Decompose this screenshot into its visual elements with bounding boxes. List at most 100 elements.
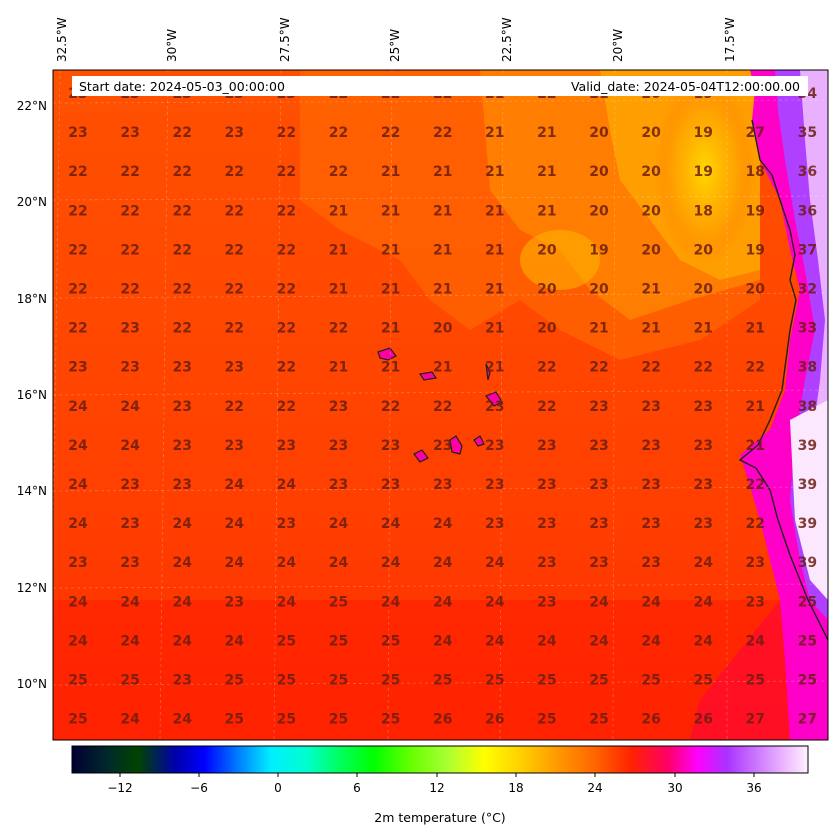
- grid-value: 23: [589, 399, 608, 415]
- grid-value: 21: [381, 282, 400, 298]
- grid-value: 23: [172, 438, 191, 454]
- grid-value: 20: [641, 164, 661, 180]
- grid-value: 24: [485, 555, 505, 571]
- grid-value: 25: [537, 673, 556, 689]
- grid-value: 21: [537, 203, 556, 219]
- grid-value: 24: [277, 477, 297, 493]
- grid-value: 22: [277, 125, 296, 141]
- grid-value: 24: [537, 633, 557, 649]
- lon-label: 27.5°W: [278, 17, 292, 62]
- grid-value: 25: [329, 673, 348, 689]
- lon-label: 30°W: [165, 29, 179, 62]
- grid-value: 22: [381, 399, 400, 415]
- cape-verde-islands: [377, 347, 503, 463]
- colorbar-label: 2m temperature (°C): [374, 810, 505, 825]
- longitude-labels: 32.5°W 30°W 27.5°W 25°W 22.5°W 20°W 17.5…: [55, 17, 737, 62]
- grid-value: 23: [329, 399, 348, 415]
- grid-value: 23: [120, 516, 139, 532]
- grid-value: 24: [172, 633, 192, 649]
- grid-value: 22: [277, 321, 296, 337]
- grid-value: 23: [485, 399, 504, 415]
- grid-value: 20: [589, 164, 609, 180]
- grid-value: 21: [329, 242, 348, 258]
- grid-value: 24: [641, 594, 661, 610]
- grid-value: 20: [641, 203, 661, 219]
- grid-value: 25: [798, 673, 817, 689]
- grid-value: 19: [746, 242, 765, 258]
- lat-label: 20°N: [17, 195, 47, 209]
- grid-value: 25: [68, 673, 87, 689]
- grid-value: 21: [329, 282, 348, 298]
- grid-value: 23: [172, 360, 191, 376]
- grid-value: 22: [225, 203, 244, 219]
- grid-value: 22: [172, 125, 191, 141]
- grid-value: 24: [485, 594, 505, 610]
- grid-value: 20: [746, 282, 766, 298]
- grid-value: 23: [746, 594, 765, 610]
- grid-value: 23: [120, 477, 139, 493]
- grid-value: 23: [120, 555, 139, 571]
- grid-value: 22: [433, 399, 452, 415]
- grid-value: 25: [381, 673, 400, 689]
- grid-value: 21: [693, 321, 712, 337]
- grid-value: 39: [798, 438, 817, 454]
- grid-value: 24: [381, 555, 401, 571]
- grid-value: 23: [641, 477, 660, 493]
- grid-value: 20: [641, 242, 661, 258]
- grid-value: 23: [172, 673, 191, 689]
- grid-value: 22: [172, 242, 191, 258]
- map-frame: [52, 69, 829, 741]
- grid-value: 21: [433, 242, 452, 258]
- grid-value: 24: [68, 438, 88, 454]
- grid-value: 22: [68, 203, 87, 219]
- grid-value: 18: [693, 203, 712, 219]
- grid-value: 26: [641, 712, 660, 728]
- grid-value: 22: [68, 321, 87, 337]
- grid-value: 21: [537, 125, 556, 141]
- grid-value: 21: [485, 360, 504, 376]
- grid-value: 24: [68, 477, 88, 493]
- grid-value: 22: [68, 242, 87, 258]
- grid-value: 22: [225, 282, 244, 298]
- grid-value: 24: [120, 594, 140, 610]
- lon-label: 25°W: [388, 29, 402, 62]
- grid-value: 23: [172, 399, 191, 415]
- grid-value: 23: [381, 477, 400, 493]
- grid-value: 21: [485, 203, 504, 219]
- grid-value: 21: [485, 164, 504, 180]
- grid-value: 24: [589, 633, 609, 649]
- grid-value: 23: [120, 321, 139, 337]
- grid-value: 24: [172, 594, 192, 610]
- grid-value: 23: [641, 516, 660, 532]
- grid-value: 22: [120, 242, 139, 258]
- grid-value: 26: [433, 712, 452, 728]
- graticule: [53, 70, 828, 740]
- grid-value: 23: [485, 438, 504, 454]
- grid-value: 24: [120, 399, 140, 415]
- grid-value: 24: [433, 555, 453, 571]
- grid-value: 23: [225, 438, 244, 454]
- grid-value: 21: [641, 282, 660, 298]
- grid-value: 20: [589, 125, 609, 141]
- grid-value: 21: [485, 282, 504, 298]
- lat-label: 18°N: [17, 292, 47, 306]
- grid-value: 23: [225, 594, 244, 610]
- grid-value: 22: [537, 360, 556, 376]
- grid-value: 24: [172, 516, 192, 532]
- grid-value: 22: [120, 282, 139, 298]
- grid-value: 20: [693, 282, 713, 298]
- colorbar-tick: 6: [353, 781, 361, 795]
- grid-value: 39: [798, 516, 817, 532]
- grid-value: 26: [485, 712, 504, 728]
- grid-value: 25: [433, 673, 452, 689]
- colorbar-tick: 18: [508, 781, 523, 795]
- grid-value: 22: [172, 282, 191, 298]
- grid-value: 22: [746, 477, 765, 493]
- grid-value: 23: [485, 516, 504, 532]
- grid-value: 23: [537, 555, 556, 571]
- grid-value: 22: [120, 203, 139, 219]
- grid-value: 22: [172, 203, 191, 219]
- grid-value: 19: [746, 203, 765, 219]
- grid-value: 20: [589, 282, 609, 298]
- grid-value: 23: [537, 438, 556, 454]
